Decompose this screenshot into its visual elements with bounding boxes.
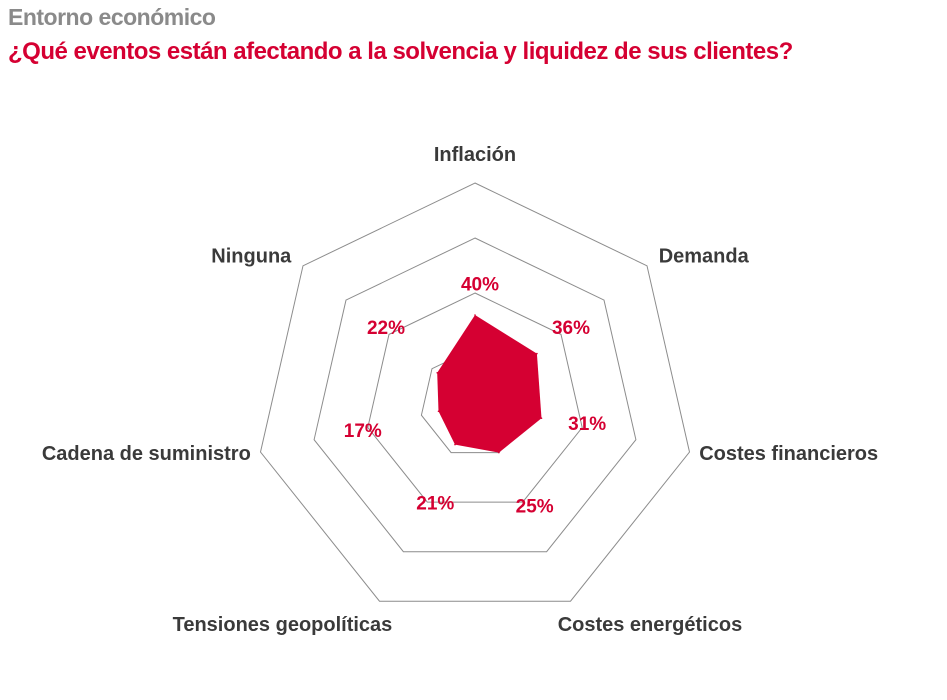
value-label-4: 25% (516, 497, 554, 518)
data-point-4 (498, 451, 500, 454)
value-label-5: 21% (416, 494, 454, 515)
grid-ring-2 (367, 292, 583, 503)
grid-ring-3 (313, 237, 637, 553)
category-label-4: Costes energéticos (558, 614, 743, 636)
section-supertitle: Entorno económico (8, 4, 216, 30)
category-label-6: Cadena de suministro (42, 443, 251, 465)
data-point-1 (474, 314, 476, 316)
data-point-3 (540, 417, 543, 420)
category-label-1: Inflación (434, 144, 516, 166)
value-label-6: 17% (344, 421, 382, 442)
value-label-2: 36% (552, 318, 590, 339)
value-label-1: 40% (461, 275, 499, 296)
data-polygon (437, 315, 542, 453)
category-label-3: Costes financieros (699, 443, 878, 465)
category-label-5: Tensiones geopolíticas (173, 614, 393, 636)
chart-title: ¿Qué eventos están afectando a la solven… (8, 38, 793, 65)
grid-ring-4 (259, 182, 691, 602)
data-point-2 (536, 352, 538, 355)
value-label-3: 31% (568, 414, 606, 435)
data-point-7 (436, 372, 439, 374)
category-label-2: Demanda (659, 246, 750, 268)
category-label-7: Ninguna (211, 246, 292, 268)
data-point-6 (437, 410, 440, 413)
data-point-5 (454, 443, 456, 446)
value-label-7: 22% (367, 318, 405, 339)
